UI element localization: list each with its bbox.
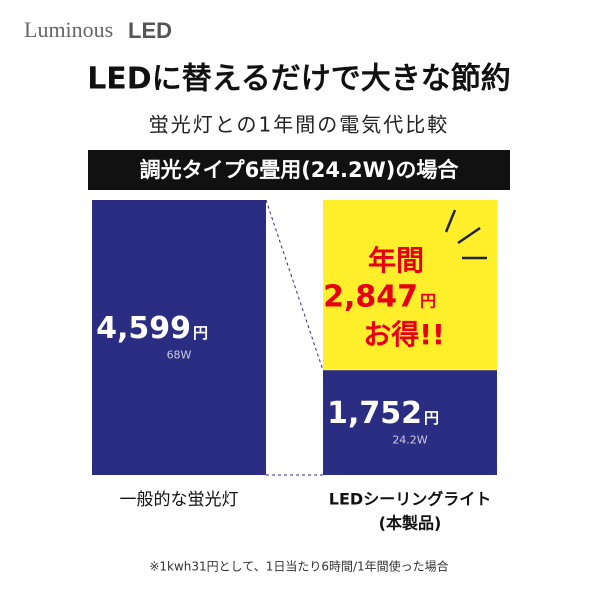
bar-sublabel: (本製品): [379, 514, 442, 533]
savings-amount: 2,847: [323, 280, 418, 315]
savings-line3: お得!!: [363, 318, 445, 351]
bar-unit: 円: [193, 324, 208, 342]
banner: 調光タイプ6畳用(24.2W)の場合: [140, 158, 460, 182]
subtitle: 蛍光灯との1年間の電気代比較: [149, 113, 450, 137]
bar-value: 4,599: [96, 311, 191, 346]
bar-unit: 円: [424, 409, 439, 427]
title: LEDに替えるだけで大きな節約: [87, 62, 511, 97]
savings-unit: 円: [420, 292, 436, 311]
burst: [444, 209, 487, 260]
bar-label: LEDシーリングライト: [329, 490, 491, 509]
logo-brand: Luminous: [24, 17, 113, 42]
footnote: ※1kwh31円として、1日当たり6時間/1年間使った場合: [149, 559, 448, 574]
burst-line: [444, 209, 457, 233]
bar-watt: 68W: [167, 349, 192, 362]
bar-label: 一般的な蛍光灯: [120, 490, 239, 510]
savings-box: [323, 200, 497, 371]
bar: [323, 370, 497, 475]
bar-watt: 24.2W: [392, 434, 427, 447]
banner-bg: [88, 150, 510, 190]
burst-line: [457, 226, 481, 245]
bar: [92, 200, 266, 475]
logo-suffix: LED: [128, 18, 172, 43]
savings-line1: 年間: [368, 244, 424, 277]
bar-value: 1,752: [327, 396, 422, 431]
